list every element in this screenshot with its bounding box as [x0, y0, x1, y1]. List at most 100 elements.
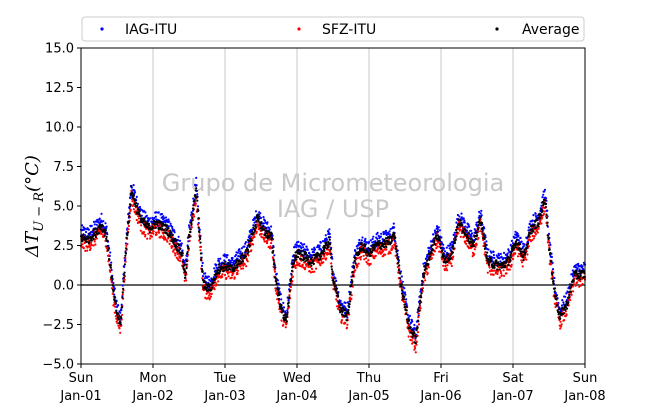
- point-sfz-itu: [294, 266, 297, 269]
- point-iag-itu: [318, 244, 321, 247]
- point-average: [123, 274, 126, 277]
- y-tick-label: 12.5: [45, 81, 74, 96]
- point-sfz-itu: [296, 261, 299, 264]
- point-average: [460, 222, 463, 225]
- point-iag-itu: [419, 290, 422, 293]
- point-iag-itu: [562, 301, 565, 304]
- point-average: [433, 239, 436, 242]
- point-average: [472, 245, 475, 248]
- point-average: [524, 251, 527, 254]
- point-sfz-itu: [356, 265, 359, 268]
- point-average: [127, 221, 130, 224]
- point-average: [230, 264, 233, 267]
- point-sfz-itu: [579, 280, 582, 283]
- point-average: [258, 217, 261, 220]
- point-average: [455, 228, 458, 232]
- point-iag-itu: [432, 233, 435, 236]
- point-iag-itu: [393, 226, 396, 229]
- point-average: [370, 244, 373, 247]
- x-tick-day: Fri: [433, 371, 449, 386]
- point-iag-itu: [413, 327, 416, 330]
- point-sfz-itu: [526, 253, 529, 256]
- point-sfz-itu: [300, 259, 303, 262]
- x-tick-date: Jan-06: [419, 389, 461, 404]
- point-average: [328, 238, 331, 241]
- point-iag-itu: [388, 230, 391, 233]
- point-average: [366, 254, 369, 257]
- x-tick-date: Jan-07: [491, 389, 533, 404]
- point-average: [405, 309, 408, 312]
- point-average: [353, 260, 356, 263]
- point-average: [206, 284, 209, 288]
- point-iag-itu: [542, 193, 545, 196]
- point-average: [394, 247, 397, 250]
- point-iag-itu: [117, 304, 120, 307]
- point-sfz-itu: [142, 231, 146, 234]
- point-average: [427, 263, 430, 266]
- point-average: [311, 256, 314, 259]
- point-iag-itu: [204, 272, 207, 275]
- point-iag-itu: [248, 234, 251, 237]
- point-iag-itu: [376, 237, 379, 240]
- point-sfz-itu: [550, 262, 553, 265]
- point-average: [132, 194, 135, 197]
- point-average: [326, 246, 330, 249]
- point-iag-itu: [313, 246, 316, 249]
- point-sfz-itu: [510, 265, 513, 268]
- point-sfz-itu: [572, 290, 575, 293]
- point-iag-itu: [120, 309, 123, 312]
- point-iag-itu: [270, 225, 273, 228]
- point-average: [487, 257, 490, 260]
- point-average: [541, 209, 544, 212]
- point-iag-itu: [499, 260, 502, 263]
- point-average: [572, 279, 575, 282]
- x-tick-date: Jan-01: [59, 389, 101, 404]
- point-iag-itu: [259, 212, 262, 215]
- point-average: [192, 208, 195, 211]
- point-average: [486, 251, 489, 254]
- point-average: [169, 234, 172, 237]
- point-average: [126, 231, 129, 234]
- point-sfz-itu: [305, 262, 308, 266]
- point-average: [552, 282, 555, 285]
- point-sfz-itu: [144, 233, 147, 236]
- vertical-grid: [152, 48, 514, 364]
- point-sfz-itu: [322, 257, 326, 260]
- point-sfz-itu: [569, 299, 572, 302]
- point-average: [204, 281, 207, 284]
- point-iag-itu: [149, 217, 152, 220]
- point-average: [571, 283, 574, 286]
- point-iag-itu: [341, 303, 344, 306]
- point-average: [199, 237, 202, 240]
- point-iag-itu: [121, 295, 124, 298]
- point-sfz-itu: [396, 265, 399, 268]
- point-sfz-itu: [111, 292, 114, 295]
- point-iag-itu: [177, 235, 180, 238]
- point-average: [399, 272, 402, 275]
- point-average: [231, 269, 234, 273]
- point-sfz-itu: [243, 263, 246, 266]
- point-average: [470, 237, 473, 240]
- point-average: [108, 258, 111, 261]
- point-iag-itu: [376, 231, 379, 234]
- point-sfz-itu: [345, 326, 349, 329]
- point-sfz-itu: [500, 274, 503, 277]
- point-average: [191, 212, 194, 215]
- point-iag-itu: [491, 256, 494, 259]
- point-average: [438, 237, 441, 240]
- point-average: [478, 218, 481, 221]
- point-average: [433, 243, 436, 246]
- point-sfz-itu: [239, 265, 242, 268]
- point-average: [241, 260, 245, 263]
- point-sfz-itu: [444, 264, 447, 267]
- point-iag-itu: [138, 205, 142, 209]
- point-average: [185, 263, 188, 266]
- point-iag-itu: [98, 217, 101, 220]
- point-average: [466, 236, 469, 239]
- point-iag-itu: [110, 268, 113, 272]
- x-tick-date: Jan-08: [563, 389, 605, 404]
- point-average: [144, 220, 147, 223]
- point-average: [454, 238, 457, 241]
- y-tick-label: 5.0: [53, 200, 74, 215]
- point-sfz-itu: [475, 243, 478, 246]
